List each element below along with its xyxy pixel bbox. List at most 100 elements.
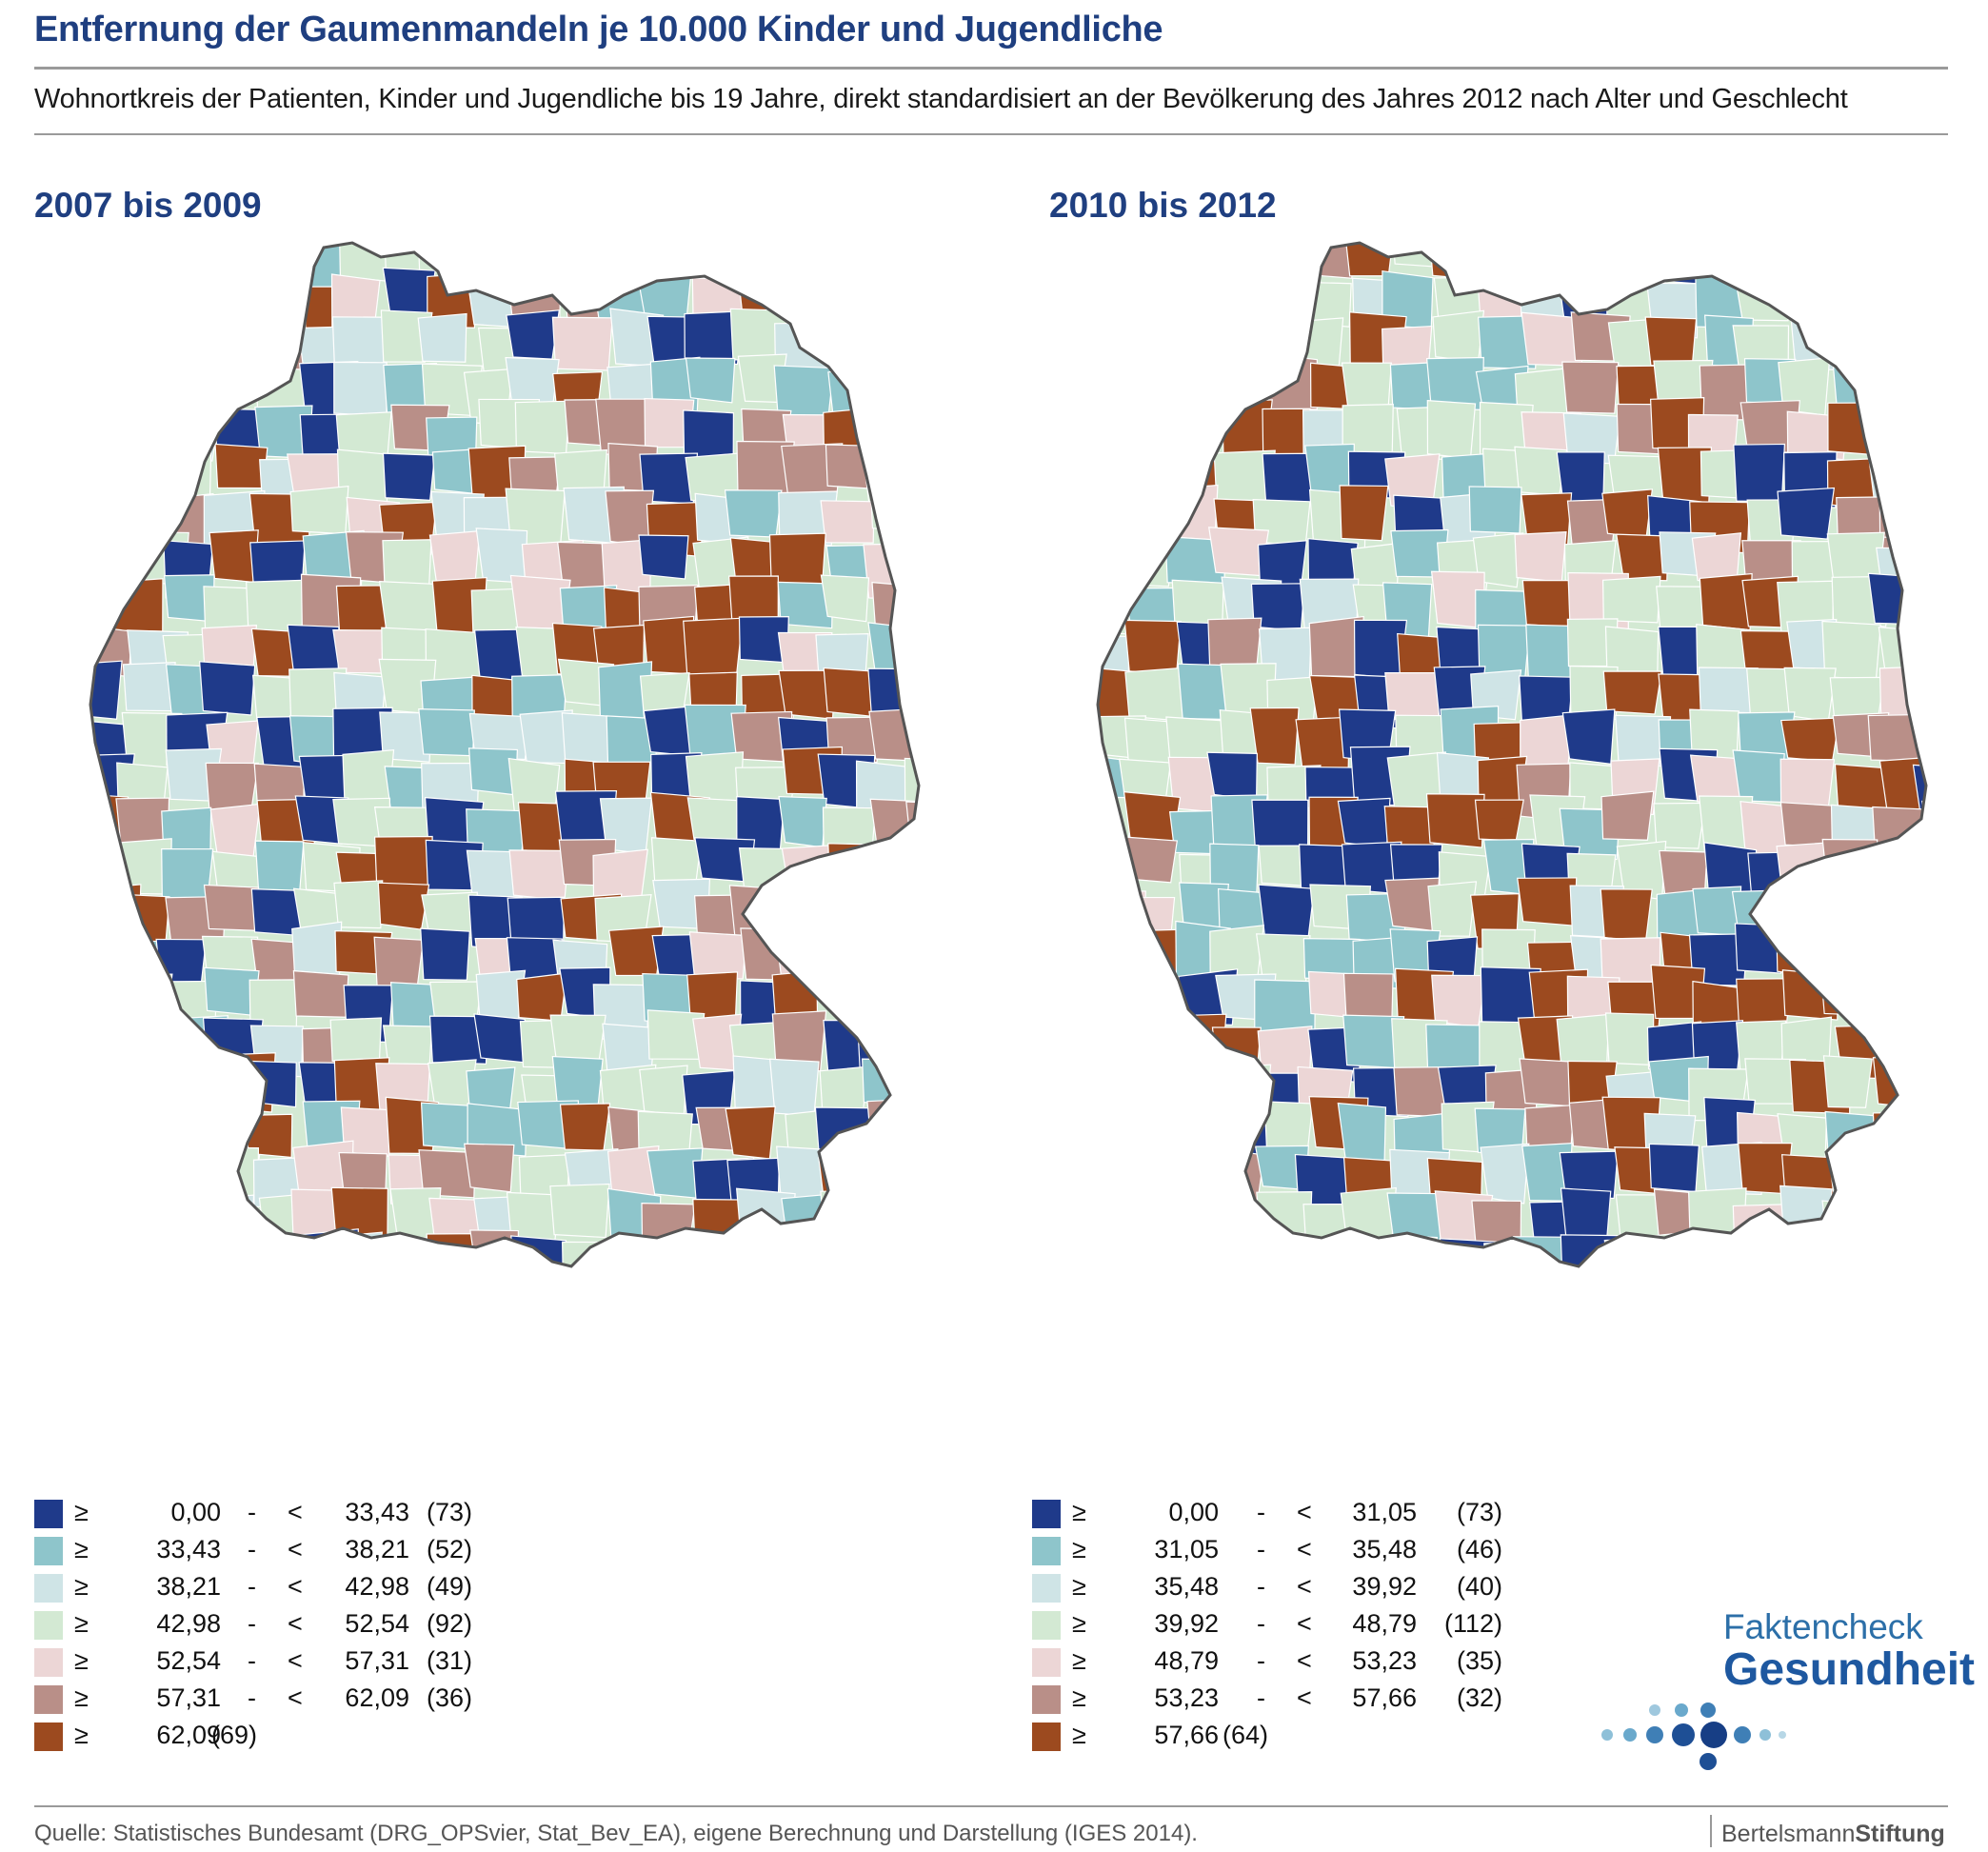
district-area	[1821, 1200, 1879, 1256]
district-area	[1427, 881, 1478, 937]
district-area	[160, 1056, 219, 1117]
legend-ge: ≥	[1072, 1683, 1086, 1712]
district-area	[1098, 841, 1130, 896]
district-area	[1120, 413, 1172, 471]
district-area	[1119, 1116, 1169, 1164]
district-area	[724, 489, 783, 538]
district-area	[1123, 619, 1182, 675]
district-area	[159, 1095, 210, 1151]
legend-lt: <	[288, 1683, 303, 1712]
subtitle-divider	[34, 133, 1948, 135]
legend-high: 39,92	[1352, 1572, 1417, 1601]
district-area	[903, 243, 919, 279]
district-area	[1098, 889, 1146, 937]
district-area	[823, 932, 885, 984]
legend-swatch	[1032, 1685, 1061, 1714]
legend-row: ≥ 0,00 - < 33,43 (73)	[34, 1494, 606, 1531]
district-area	[784, 243, 846, 277]
legend-low: 42,98	[156, 1609, 221, 1638]
legend-dash: -	[248, 1646, 256, 1675]
legend-low: 0,00	[170, 1498, 221, 1526]
district-area	[1480, 1143, 1530, 1205]
legend-low: 62,09	[156, 1721, 221, 1749]
district-area	[1431, 974, 1487, 1028]
legend-lt: <	[288, 1498, 303, 1526]
district-area	[1835, 316, 1893, 373]
district-area	[1698, 1238, 1754, 1266]
district-area	[473, 1013, 526, 1064]
legend-ge: ≥	[74, 1609, 89, 1638]
legend-dash: -	[248, 1572, 256, 1601]
district-area	[110, 402, 163, 450]
legend-swatch	[1032, 1723, 1061, 1751]
district-area	[1560, 1234, 1621, 1266]
district-area	[1732, 749, 1785, 803]
district-area	[90, 1109, 129, 1162]
district-area	[202, 1237, 258, 1266]
legend-row: ≥ 57,31 - < 62,09 (36)	[34, 1680, 606, 1717]
district-area	[468, 712, 531, 761]
district-area	[417, 312, 467, 363]
district-area	[90, 310, 126, 368]
district-area	[564, 243, 626, 285]
district-area	[90, 498, 145, 548]
legend-swatch	[34, 1611, 63, 1640]
district-area	[688, 931, 747, 980]
legend-high: 57,31	[345, 1646, 409, 1675]
district-area	[692, 1198, 746, 1255]
legend-2007-2009: ≥ 0,00 - < 33,43 (73) ≥ 33,43 - < 38,21 …	[34, 1494, 606, 1754]
district-area	[1098, 1231, 1140, 1266]
district-area	[1519, 1058, 1575, 1107]
district-area	[899, 884, 919, 938]
legend-count: (40)	[1456, 1572, 1502, 1601]
district-area	[1343, 243, 1396, 277]
district-area	[418, 708, 475, 757]
district-area	[1215, 358, 1267, 408]
legend-low: 48,79	[1154, 1646, 1219, 1675]
district-area	[1822, 1055, 1873, 1108]
district-area	[1297, 1239, 1349, 1266]
district-area	[1827, 402, 1882, 456]
legend-count: (69)	[211, 1721, 258, 1749]
district-area	[904, 411, 919, 467]
district-area	[1263, 1101, 1314, 1153]
district-area	[683, 617, 744, 678]
district-area	[725, 1105, 776, 1160]
district-area	[377, 882, 430, 930]
legend-low: 52,54	[156, 1646, 221, 1675]
district-area	[1392, 243, 1454, 269]
district-area	[732, 1232, 789, 1266]
district-area	[1525, 624, 1576, 680]
district-area	[767, 882, 822, 937]
district-area	[1556, 1013, 1610, 1069]
district-area	[1907, 926, 1926, 975]
district-area	[1874, 358, 1926, 406]
legend-ge: ≥	[74, 1683, 89, 1712]
district-area	[869, 798, 919, 852]
district-area	[1254, 1227, 1306, 1266]
district-area	[1098, 308, 1128, 370]
district-area	[90, 1145, 127, 1203]
district-area	[768, 1058, 820, 1117]
district-area	[1909, 276, 1926, 327]
legend-lt: <	[1297, 1535, 1312, 1563]
district-area	[1483, 1242, 1545, 1266]
legend-2010-2012: ≥ 0,00 - < 31,05 (73) ≥ 31,05 - < 35,48 …	[1032, 1494, 1603, 1754]
district-area	[864, 317, 919, 372]
district-area	[475, 528, 528, 584]
district-area	[867, 667, 919, 715]
district-area	[1261, 243, 1322, 298]
district-area	[1293, 317, 1344, 367]
district-area	[1517, 877, 1578, 926]
district-area	[1175, 367, 1237, 425]
legend-count: (112)	[1443, 1609, 1502, 1638]
district-area	[1561, 361, 1620, 414]
district-layer	[90, 243, 919, 1266]
district-area	[90, 399, 134, 454]
page-title: Entfernung der Gaumenmandeln je 10.000 K…	[34, 10, 1163, 50]
district-area	[871, 1156, 919, 1206]
legend-lt: <	[1297, 1683, 1312, 1712]
legend-count: (32)	[1456, 1683, 1502, 1712]
district-area	[902, 364, 919, 417]
district-area	[1654, 243, 1708, 285]
